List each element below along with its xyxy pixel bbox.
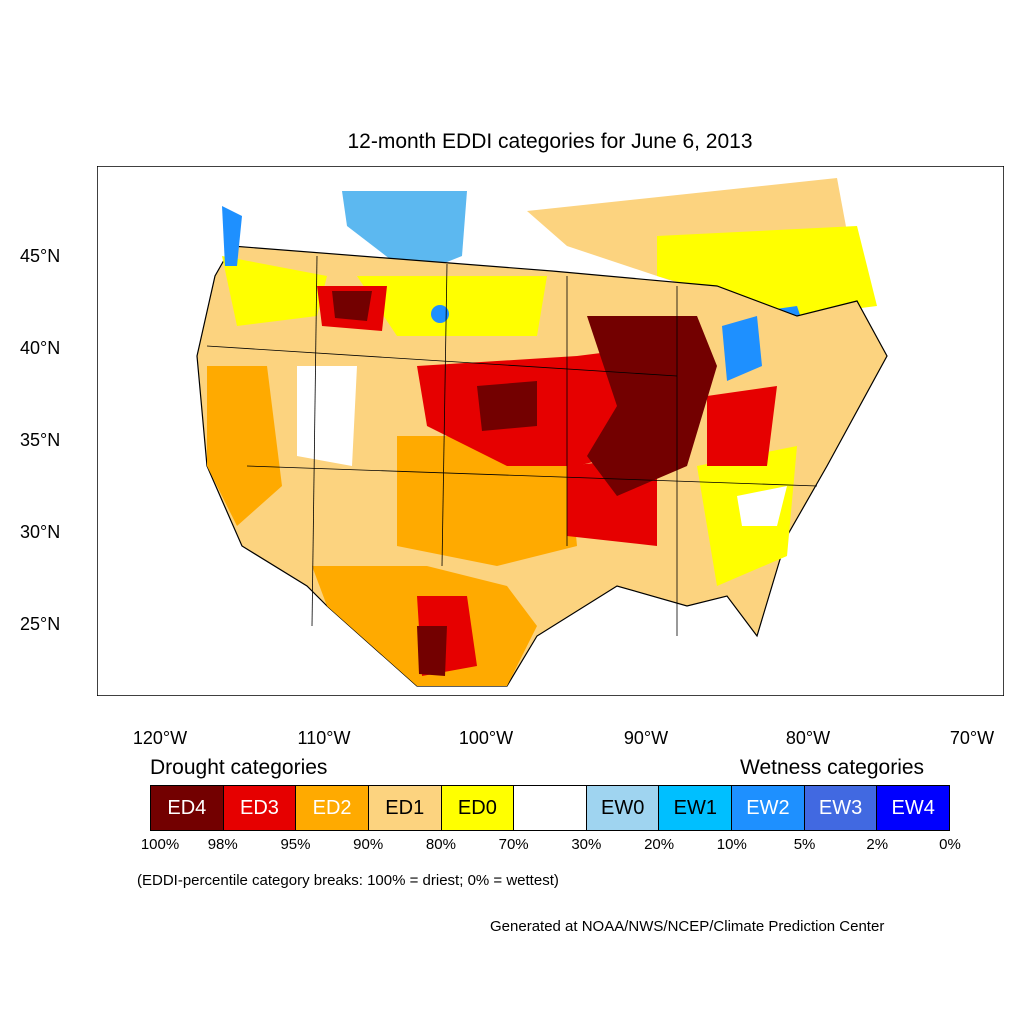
lat-label-35: 35°N bbox=[20, 430, 61, 450]
percentile-label: 2% bbox=[866, 836, 889, 853]
credit-line: Generated at NOAA/NWS/NCEP/Climate Predi… bbox=[490, 918, 885, 935]
lon-label-70: 70°W bbox=[949, 728, 995, 748]
percentile-label: 70% bbox=[498, 836, 529, 853]
percentile-label: 90% bbox=[353, 836, 384, 853]
legend-bar: ED4 ED3 ED2 ED1 ED0 EW0 EW1 EW2 EW3 EW4 bbox=[150, 785, 950, 831]
legend-cell-ew2: EW2 bbox=[732, 786, 805, 830]
percentile-label: 95% bbox=[280, 836, 311, 853]
map-title: 12-month EDDI categories for June 6, 201… bbox=[347, 130, 753, 153]
wetness-heading: Wetness categories bbox=[740, 756, 925, 779]
lon-label-80: 80°W bbox=[785, 728, 831, 748]
percentile-label: 0% bbox=[939, 836, 961, 853]
lat-label-30: 30°N bbox=[20, 522, 61, 542]
lat-label-25: 25°N bbox=[20, 614, 61, 634]
legend-cell-ew1: EW1 bbox=[659, 786, 733, 830]
lon-label-110: 110°W bbox=[297, 728, 351, 748]
percentile-label: 30% bbox=[571, 836, 602, 853]
legend-cell-neutral bbox=[514, 786, 587, 830]
state-boundaries bbox=[206, 255, 818, 636]
lon-label-120: 120°W bbox=[132, 728, 188, 748]
lat-label-45: 45°N bbox=[20, 246, 61, 266]
percentile-label: 100% bbox=[140, 836, 180, 853]
percentile-label: 20% bbox=[644, 836, 675, 853]
percentile-note: (EDDI-percentile category breaks: 100% =… bbox=[137, 872, 559, 889]
legend-cell-ew4: EW4 bbox=[877, 786, 950, 830]
eddi-map bbox=[97, 166, 1004, 696]
lon-label-100: 100°W bbox=[458, 728, 514, 748]
percentile-label: 98% bbox=[207, 836, 238, 853]
lat-label-40: 40°N bbox=[20, 338, 61, 358]
percentile-label: 80% bbox=[425, 836, 456, 853]
legend-cell-ew0: EW0 bbox=[586, 786, 660, 830]
legend-cell-ed2: ED2 bbox=[296, 786, 369, 830]
legend-cell-ed0: ED0 bbox=[441, 786, 515, 830]
lon-label-90: 90°W bbox=[623, 728, 669, 748]
legend-cell-ed4: ED4 bbox=[151, 786, 224, 830]
legend-cell-ed3: ED3 bbox=[223, 786, 297, 830]
legend-cell-ew3: EW3 bbox=[804, 786, 878, 830]
percentile-label: 5% bbox=[793, 836, 816, 853]
drought-heading: Drought categories bbox=[150, 756, 328, 779]
legend-cell-ed1: ED1 bbox=[368, 786, 442, 830]
percentile-label: 10% bbox=[716, 836, 747, 853]
